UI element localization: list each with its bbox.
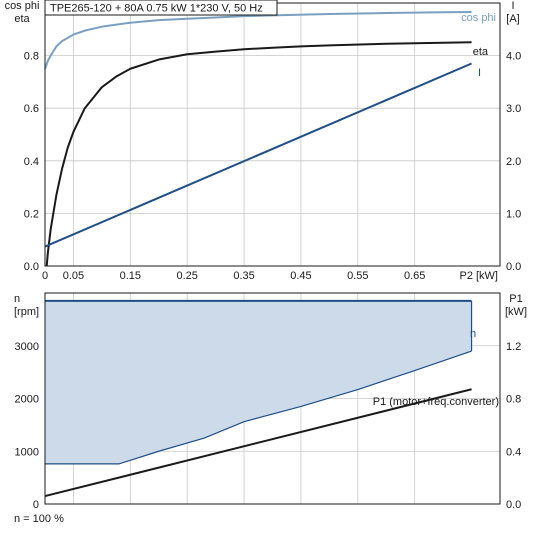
bottom-left-ticks: 0 1000 2000 3000 bbox=[15, 341, 39, 511]
top-left-tick-label-3: 0.6 bbox=[24, 103, 39, 115]
bottom-right-ylabel-line1: P1 bbox=[509, 293, 522, 305]
x-tick-label-6: 0.55 bbox=[347, 270, 368, 282]
bottom-right-tick-label-2: 0.8 bbox=[506, 394, 521, 406]
top-series-line-1 bbox=[45, 41, 472, 267]
x-tick-label-2: 0.15 bbox=[120, 270, 141, 282]
x-tick-label-1: 0.05 bbox=[63, 270, 84, 282]
top-right-tick-label-4: 4.0 bbox=[506, 51, 521, 63]
x-axis-label: P2 [kW] bbox=[459, 270, 498, 282]
x-tick-label-7: 0.65 bbox=[404, 270, 425, 282]
top-left-tick-label-1: 0.2 bbox=[24, 208, 39, 220]
bottom-left-tick-label-0: 0 bbox=[33, 499, 39, 511]
top-left-tick-label-4: 0.8 bbox=[24, 51, 39, 63]
bottom-panel: n [rpm] P1 [kW] 0 1000 2000 3000 0.0 0.4 0.8 1… bbox=[14, 292, 527, 525]
top-left-tick-label-0: 0.0 bbox=[24, 261, 39, 273]
top-right-tick-label-3: 3.0 bbox=[506, 103, 521, 115]
x-tick-label-4: 0.35 bbox=[233, 270, 254, 282]
top-right-tick-label-1: 1.0 bbox=[506, 208, 521, 220]
chart-header: TPE265-120 + 80A 0.75 kW 1*230 V, 50 Hz bbox=[50, 3, 263, 15]
bottom-left-ylabel-line2: [rpm] bbox=[14, 306, 39, 318]
legend-label-current: I bbox=[478, 67, 481, 79]
legend-label-eta: eta bbox=[473, 46, 489, 58]
speed-min-line bbox=[45, 350, 472, 465]
top-right-ylabel-line1: I bbox=[511, 0, 514, 12]
header-box bbox=[44, 0, 278, 16]
top-right-ticks: 0.0 1.0 2.0 3.0 4.0 bbox=[506, 51, 521, 273]
bottom-right-ylabel-line2: [kW] bbox=[505, 306, 527, 318]
bottom-left-tick-label-3: 3000 bbox=[15, 341, 39, 353]
x-tick-label-3: 0.25 bbox=[176, 270, 197, 282]
speed-footer: n = 100 % bbox=[14, 513, 64, 525]
bottom-series bbox=[44, 299, 473, 498]
legend-label-cos-phi: cos phi bbox=[461, 12, 496, 24]
top-series bbox=[44, 10, 472, 267]
bottom-right-tick-label-3: 1.2 bbox=[506, 341, 521, 353]
x-tick-label-0: 0 bbox=[42, 270, 48, 282]
x-tick-label-5: 0.45 bbox=[290, 270, 311, 282]
bottom-left-tick-label-1: 1000 bbox=[15, 446, 39, 458]
speed-curve-label: n bbox=[470, 328, 476, 340]
top-right-tick-label-2: 2.0 bbox=[506, 156, 521, 168]
top-series-line-0 bbox=[44, 10, 472, 70]
speed-operating-area bbox=[45, 300, 472, 464]
bottom-left-ylabel-line1: n bbox=[14, 293, 20, 305]
top-left-ylabel-line1: cos phi bbox=[5, 0, 40, 12]
top-x-ticks: 0 0.05 0.15 0.25 0.35 0.45 0.55 0.65 bbox=[42, 270, 425, 282]
top-left-ticks: 0.0 0.2 0.4 0.6 0.8 bbox=[24, 51, 39, 273]
bottom-right-tick-label-1: 0.4 bbox=[506, 446, 521, 458]
power-curve-label: P1 (motor+freq.converter) bbox=[373, 396, 499, 408]
top-right-tick-label-0: 0.0 bbox=[506, 261, 521, 273]
bottom-plot-frame bbox=[44, 292, 501, 505]
top-left-ylabel-line2: eta bbox=[14, 13, 30, 25]
top-panel: TPE265-120 + 80A 0.75 kW 1*230 V, 50 Hz … bbox=[5, 0, 521, 282]
power-p1-line bbox=[44, 388, 472, 498]
top-left-tick-label-2: 0.4 bbox=[24, 156, 39, 168]
top-series-line-2 bbox=[44, 62, 472, 248]
bottom-left-tick-label-2: 2000 bbox=[15, 394, 39, 406]
bottom-right-ticks: 0.0 0.4 0.8 1.2 bbox=[506, 341, 521, 511]
top-right-ylabel-line2: [A] bbox=[506, 13, 519, 25]
bottom-right-tick-label-0: 0.0 bbox=[506, 499, 521, 511]
